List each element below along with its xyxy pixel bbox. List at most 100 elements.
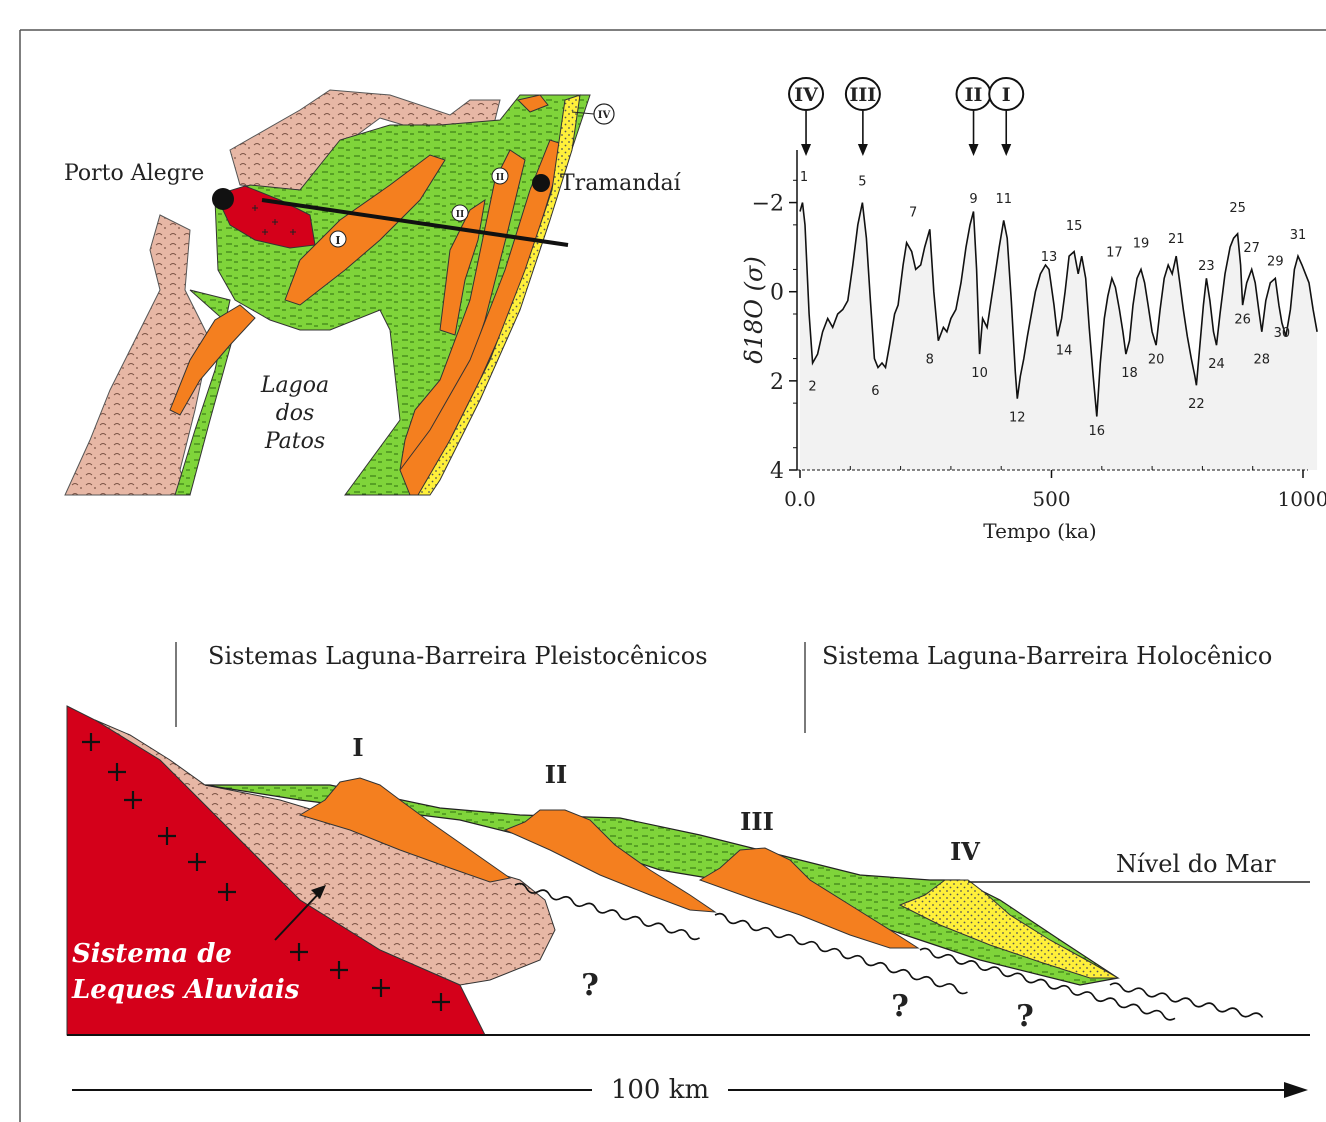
chart-stage-1: 1 [800, 170, 808, 185]
map-marker-II: II [491, 167, 509, 185]
chart-stage-24: 24 [1208, 357, 1225, 372]
map-marker-II-inner: II [451, 204, 469, 222]
chart-stage-2: 2 [808, 379, 816, 394]
chart-stage-13: 13 [1041, 250, 1058, 265]
section-unconformity-4 [1109, 982, 1264, 1018]
chart-stage-6: 6 [871, 384, 879, 399]
chart-events: IV III II I [788, 77, 1025, 156]
chart-stage-9: 9 [969, 192, 977, 207]
chart-stage-11: 11 [995, 192, 1012, 207]
chart-stage-22: 22 [1188, 397, 1205, 412]
chart-stage-26: 26 [1234, 312, 1251, 327]
map-marker-II-inner-label: II [456, 210, 464, 220]
geologic-map: Porto Alegre Tramandaí Lagoa dos Patos I… [64, 89, 682, 496]
figure-frame [19, 29, 1326, 1122]
section-label-IV: IV [950, 837, 980, 866]
map-marker-I-label: I [335, 234, 340, 247]
section-label-I: I [352, 733, 363, 762]
section-label-III: III [740, 807, 774, 836]
section-header-pleistocene: Sistemas Laguna-Barreira Pleistocênicos [208, 642, 708, 670]
fan-label-1: Sistema de [72, 939, 232, 969]
section-header-holocene: Sistema Laguna-Barreira Holocênico [822, 642, 1272, 670]
chart-area-fill [800, 202, 1318, 470]
chart-y-tick-label: 2 [770, 370, 784, 395]
chart-stage-30: 30 [1274, 326, 1291, 341]
chart-stage-25: 25 [1229, 201, 1246, 216]
fan-pointer-arrow [274, 889, 323, 941]
chart-y-label: δ18O (σ) [740, 256, 768, 363]
chart-x-tick-label: 1000 [1278, 487, 1326, 511]
section-label-II: II [545, 760, 567, 789]
section-granite-crosses [82, 733, 450, 1011]
chart-event-label: IV [794, 84, 819, 106]
scale-label: 100 km [611, 1075, 709, 1105]
chart-event-label: III [850, 84, 877, 106]
scale-arrowhead [1284, 1082, 1308, 1098]
section-barrier-I [298, 777, 512, 883]
chart-stage-31: 31 [1290, 228, 1307, 243]
chart-stage-18: 18 [1121, 366, 1138, 381]
chart-event-III: III [844, 77, 881, 156]
chart-stage-23: 23 [1198, 259, 1215, 274]
chart-x-label: Tempo (ka) [983, 519, 1096, 543]
chart-stage-labels: 1256789101112131415161718192021222324252… [800, 170, 1306, 439]
map-city-porto-alegre: Porto Alegre [64, 161, 204, 186]
section-barrier-II [503, 809, 717, 913]
chart-event-I: I [988, 77, 1025, 156]
map-barrier-I [284, 154, 446, 306]
section-unconformity-3 [919, 947, 1176, 1021]
chart-event-label: II [965, 84, 983, 106]
section-unconformity-2 [714, 912, 968, 995]
map-lagoon-label-1: Lagoa [260, 373, 329, 398]
chart-stage-15: 15 [1066, 219, 1083, 234]
map-lagoon-label-3: Patos [264, 429, 325, 454]
chart-stage-5: 5 [858, 174, 866, 189]
chart-x-tick-label: 0.0 [784, 487, 816, 511]
chart-stage-29: 29 [1267, 255, 1284, 270]
chart-y-tick-label: 4 [770, 459, 784, 484]
chart-stage-19: 19 [1133, 237, 1150, 252]
section-unconformity-1 [514, 882, 700, 941]
map-barrier-top [517, 94, 549, 113]
chart-stage-14: 14 [1056, 344, 1073, 359]
chart-event-II: II [955, 77, 992, 156]
chart-stage-28: 28 [1253, 353, 1270, 368]
section-unknown-1: ? [581, 968, 599, 1003]
chart-stage-12: 12 [1009, 411, 1026, 426]
map-marker-I: I [329, 230, 347, 248]
cross-section: Sistemas Laguna-Barreira Pleistocênicos … [66, 642, 1310, 1105]
map-porto-alegre-dot [212, 188, 234, 210]
chart-stage-10: 10 [971, 366, 988, 381]
chart-y-tick-label: −2 [752, 192, 784, 217]
map-marker-IV-label: IV [598, 110, 611, 121]
map-city-tramandai: Tramandaí [560, 171, 682, 196]
chart-stage-16: 16 [1088, 424, 1105, 439]
chart-stage-20: 20 [1148, 353, 1165, 368]
chart-stage-17: 17 [1106, 246, 1123, 261]
map-barrier-II-inner [439, 198, 486, 336]
chart-event-label: I [1002, 84, 1011, 106]
fan-label-2: Leques Aluviais [71, 975, 300, 1005]
chart-series-line [799, 202, 1318, 417]
section-unknown-2: ? [891, 989, 909, 1024]
map-section-line [261, 198, 569, 247]
map-alluvial-fan-left [64, 214, 211, 496]
sea-level-label: Nível do Mar [1116, 850, 1276, 878]
chart-x-tick-label: 500 [1032, 487, 1070, 511]
section-barrier-III [698, 847, 920, 949]
map-granite-crosses [252, 205, 296, 235]
chart-plot-area [799, 202, 1318, 470]
chart-event-IV: IV [788, 77, 825, 156]
map-marker-II-label: II [496, 173, 504, 183]
section-barrier-IV [898, 879, 1120, 979]
map-lagoon-label-2: dos [276, 401, 315, 426]
map-barrier-left [169, 304, 256, 416]
chart-stage-7: 7 [909, 205, 917, 220]
chart-y-tick-label: 0 [770, 281, 784, 306]
section-unknown-3: ? [1016, 999, 1034, 1034]
fan-pointer-arrowhead [311, 885, 326, 899]
map-tramandai-dot [532, 174, 550, 192]
